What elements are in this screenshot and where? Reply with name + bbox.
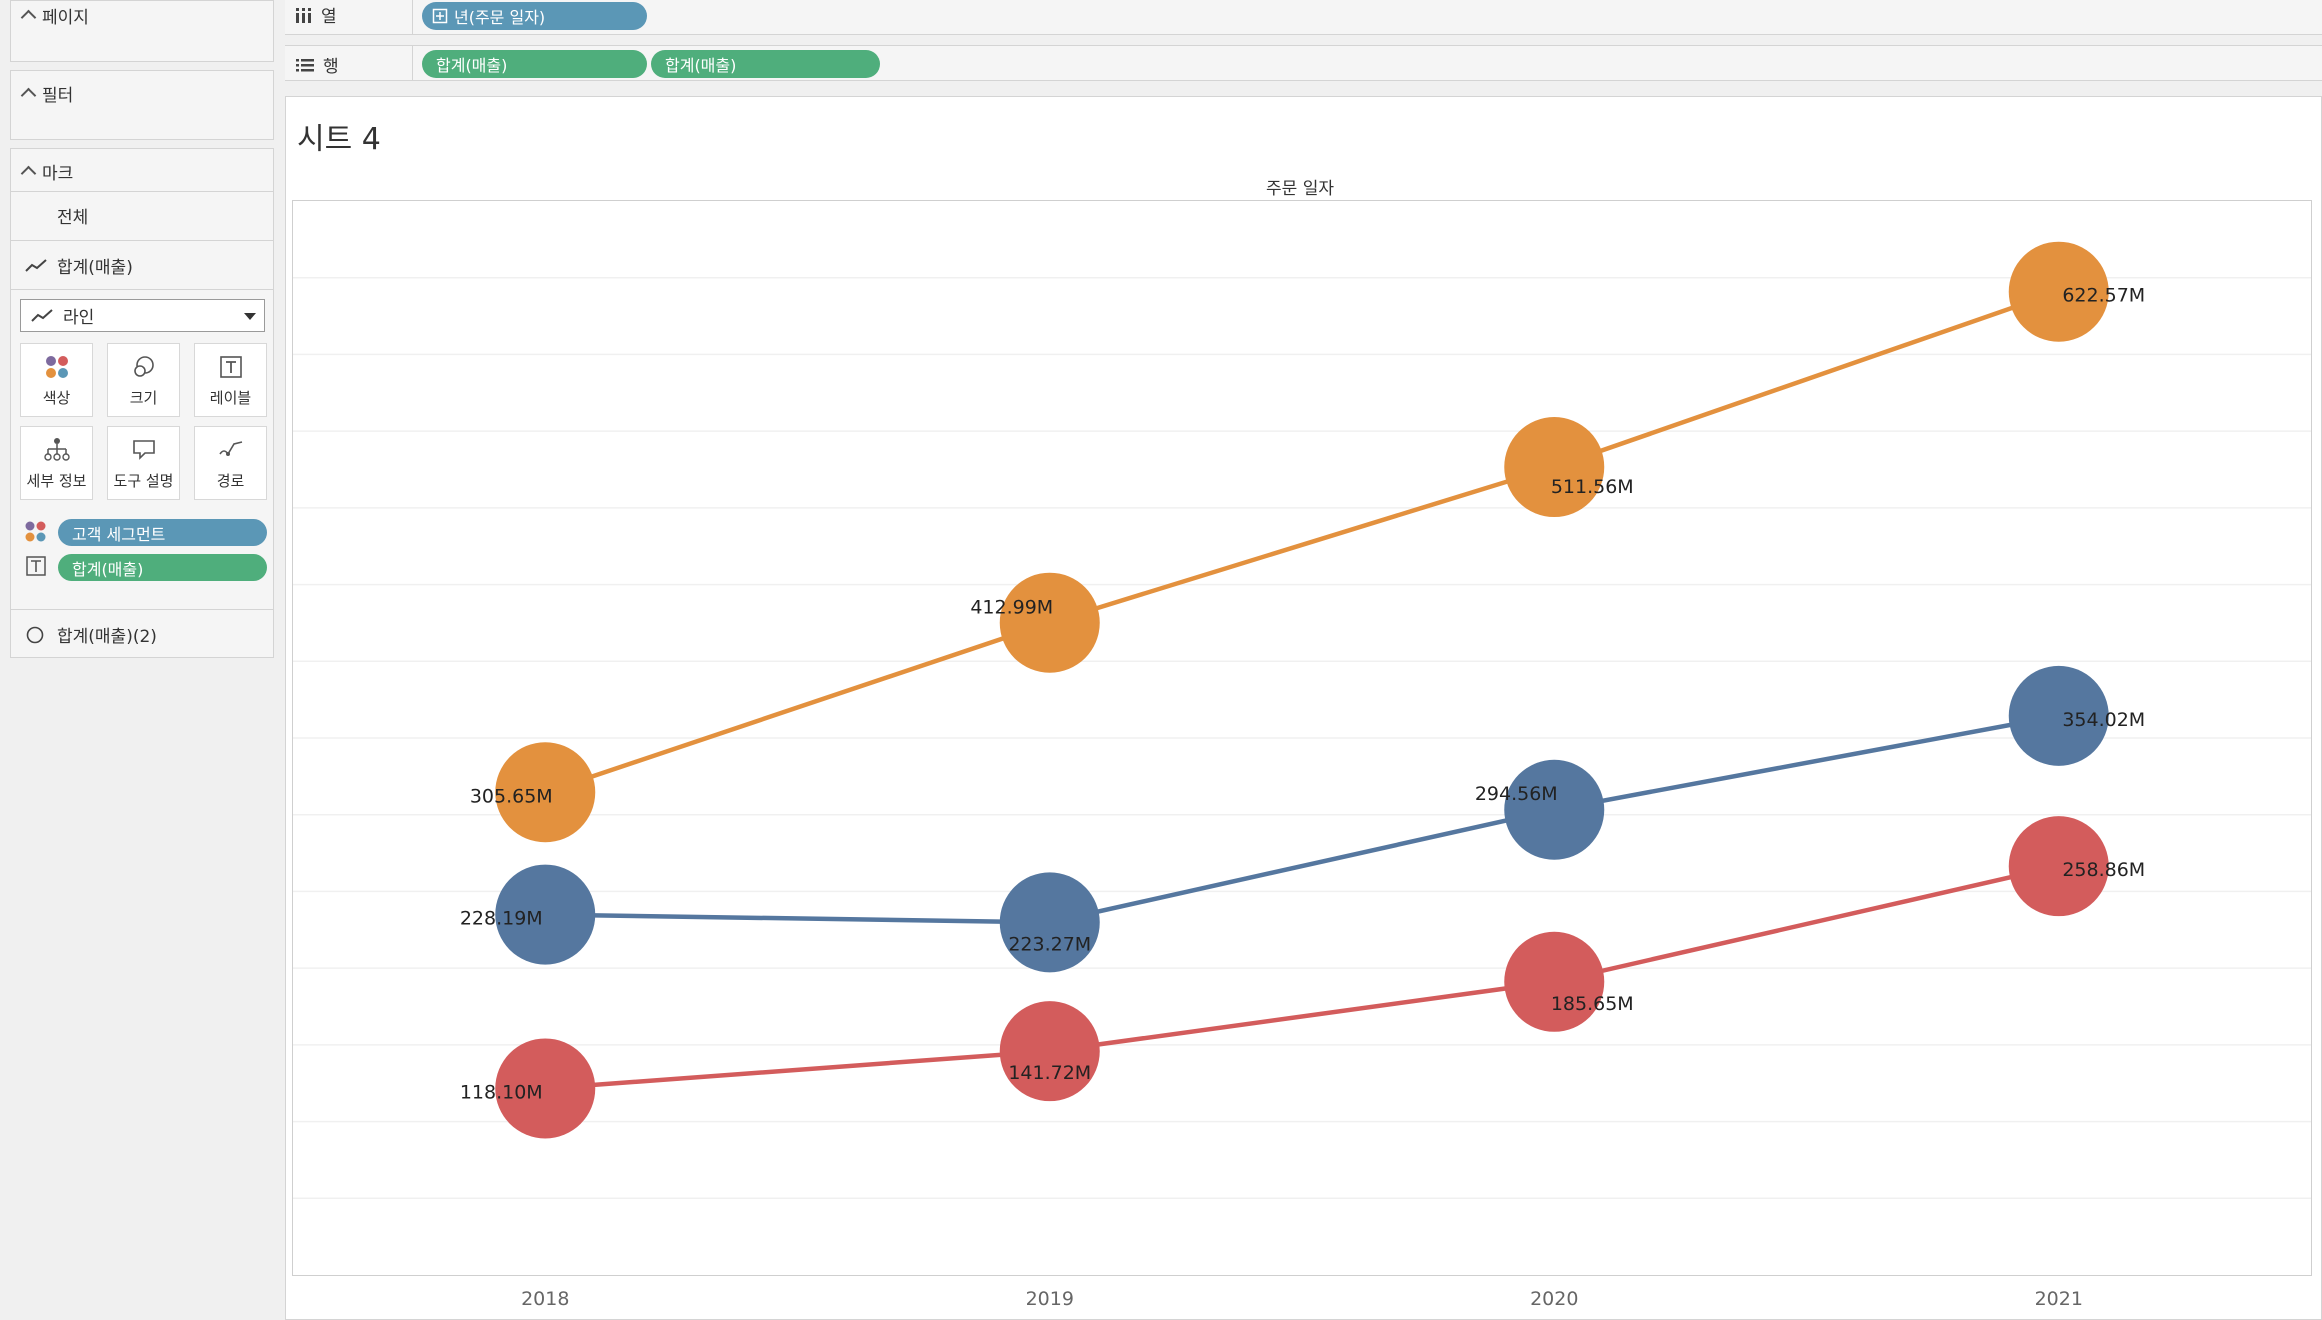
data-point[interactable] [999, 1001, 1100, 1102]
path-tile[interactable]: 경로 [194, 426, 267, 500]
data-point[interactable] [495, 742, 596, 843]
marks-label: 마크 [42, 164, 74, 184]
data-label: 118.10M [460, 1081, 543, 1103]
data-point[interactable] [999, 872, 1100, 973]
data-point[interactable] [1504, 417, 1605, 518]
worksheet-view [285, 96, 2322, 1320]
columns-field-label: 년(주문 일자) [454, 8, 546, 27]
data-point[interactable] [2008, 241, 2109, 342]
data-point[interactable] [2008, 665, 2109, 766]
rows-field-label-2: 합계(매출) [665, 56, 737, 75]
columns-shelf-header: 열 [295, 2, 337, 27]
data-label: 412.99M [970, 597, 1053, 619]
tooltip-tile-label: 도구 설명 [113, 472, 174, 490]
data-label: 511.56M [1551, 476, 1634, 498]
pages-card: 페이지 [10, 0, 274, 62]
x-tick-label: 2021 [2035, 1288, 2083, 1310]
pages-header[interactable]: 페이지 [20, 3, 89, 28]
column-header-label: 주문 일자 [1266, 179, 1334, 199]
detail-tile[interactable]: 세부 정보 [20, 426, 93, 500]
data-label: 185.65M [1551, 993, 1634, 1015]
mark-type-dropdown[interactable]: 라인 [20, 299, 265, 332]
label-tile[interactable]: 레이블 [194, 343, 267, 417]
data-label: 622.57M [2062, 285, 2145, 307]
mark-type-value: 라인 [63, 308, 95, 328]
text-label-icon [26, 556, 46, 576]
path-icon [218, 441, 242, 456]
columns-field-pill[interactable]: 년(주문 일자) [422, 2, 647, 30]
label-field-pill[interactable]: 합계(매출) [58, 554, 267, 581]
data-label: 228.19M [460, 908, 543, 930]
sidebar: 페이지 필터 마크 전체 합계(매출) 라인 [0, 0, 282, 1320]
line-chart-icon [31, 308, 53, 322]
size-tile[interactable]: 크기 [107, 343, 180, 417]
rows-icon [296, 58, 314, 71]
detail-tile-label: 세부 정보 [26, 472, 87, 490]
line-chart-icon [25, 258, 47, 272]
columns-shelf-label: 열 [321, 7, 337, 27]
sheet-title[interactable]: 시트 4 [297, 122, 381, 157]
color-field-pill[interactable]: 고객 세그먼트 [58, 519, 267, 546]
data-label: 305.65M [470, 785, 553, 807]
pages-label: 페이지 [42, 8, 89, 28]
expand-plus-icon[interactable] [432, 8, 448, 24]
chevron-down-icon [244, 313, 256, 320]
data-label: 258.86M [2062, 859, 2145, 881]
rows-field-label-1: 합계(매출) [436, 56, 508, 75]
path-tile-label: 경로 [216, 472, 245, 490]
x-tick-label: 2018 [521, 1288, 569, 1310]
plot-frame [292, 200, 2312, 1276]
rows-shelf-label: 행 [323, 57, 339, 77]
columns-shelf[interactable]: 열 년(주문 일자) [285, 0, 2322, 35]
size-tile-label: 크기 [129, 389, 158, 407]
color-dots-icon [45, 356, 68, 378]
data-point[interactable] [999, 572, 1100, 673]
marks-measure2-row[interactable]: 합계(매출)(2) [11, 622, 287, 647]
series-line[interactable] [545, 713, 2060, 925]
tooltip-tile[interactable]: 도구 설명 [107, 426, 180, 500]
size-icon [133, 356, 154, 377]
marks-measure1-row[interactable]: 합계(매출) [11, 253, 287, 278]
series-line[interactable] [545, 863, 2060, 1091]
marks-all-row[interactable]: 전체 [11, 203, 319, 228]
detail-tree-icon [43, 438, 70, 461]
label-tile-label: 레이블 [209, 389, 252, 407]
data-point[interactable] [1504, 759, 1605, 860]
marks-all-label: 전체 [57, 208, 89, 228]
data-point[interactable] [2008, 816, 2109, 917]
data-label: 294.56M [1475, 783, 1558, 805]
rows-field-pill-1[interactable]: 합계(매출) [422, 50, 647, 78]
color-field-label: 고객 세그먼트 [72, 524, 166, 544]
tooltip-bubble-icon [132, 440, 155, 460]
filters-header[interactable]: 필터 [20, 81, 74, 106]
color-tile-label: 색상 [42, 389, 71, 407]
x-tick-label: 2020 [1530, 1288, 1578, 1310]
data-point[interactable] [495, 864, 596, 965]
circle-mark-icon [26, 626, 44, 643]
rows-shelf[interactable]: 행 합계(매출) 합계(매출) [285, 45, 2322, 81]
rows-field-pill-2[interactable]: 합계(매출) [651, 50, 880, 78]
marks-card: 마크 전체 합계(매출) 라인 색상 크기 [10, 148, 274, 658]
data-point[interactable] [1504, 931, 1605, 1032]
color-dots-icon [25, 521, 46, 542]
columns-icon [296, 7, 311, 23]
marks-measure2-label: 합계(매출)(2) [57, 627, 157, 647]
data-label: 141.72M [1008, 1062, 1091, 1084]
filters-card: 필터 [10, 70, 274, 140]
x-tick-label: 2019 [1026, 1288, 1074, 1310]
data-label: 223.27M [1008, 933, 1091, 955]
color-tile[interactable]: 색상 [20, 343, 93, 417]
filters-label: 필터 [42, 86, 74, 106]
marks-header[interactable]: 마크 [20, 159, 74, 184]
series-line[interactable] [544, 289, 2060, 795]
rows-shelf-header: 행 [295, 52, 339, 77]
text-label-icon [219, 356, 242, 378]
marks-measure1-label: 합계(매출) [57, 258, 133, 278]
data-label: 354.02M [2062, 709, 2145, 731]
data-point[interactable] [495, 1038, 596, 1139]
label-field-label: 합계(매출) [72, 559, 144, 579]
